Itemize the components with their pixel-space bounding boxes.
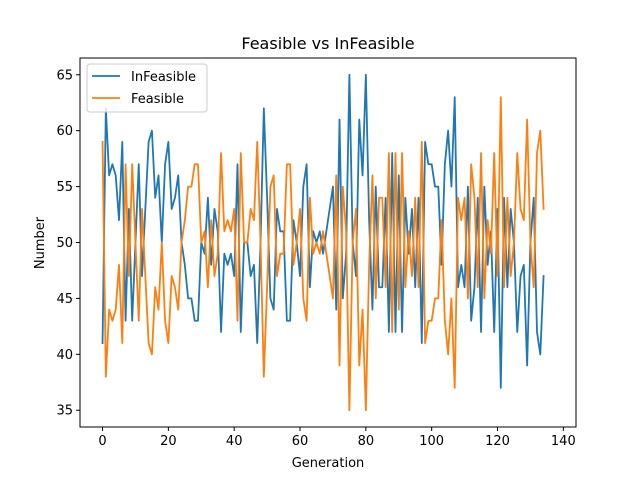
x-tick-label: 140 xyxy=(551,434,576,449)
y-tick-label: 55 xyxy=(56,180,73,195)
x-tick-label: 20 xyxy=(160,434,177,449)
chart-title: Feasible vs InFeasible xyxy=(241,34,414,53)
legend-label-infeasible: InFeasible xyxy=(131,70,196,85)
y-tick-label: 60 xyxy=(56,124,73,139)
series-line-infeasible xyxy=(101,73,545,389)
x-tick-label: 80 xyxy=(358,434,375,449)
x-tick-label: 0 xyxy=(98,434,106,449)
y-tick-label: 65 xyxy=(56,68,73,83)
y-axis-label: Number xyxy=(33,216,48,269)
y-tick-label: 45 xyxy=(56,292,73,307)
x-tick-label: 120 xyxy=(485,434,510,449)
axes-layer: 0 20 40 60 80 100 120 140 35 40 45 50 55 60 65 xyxy=(56,57,577,449)
y-tick-label: 40 xyxy=(56,348,73,363)
x-tick-label: 100 xyxy=(419,434,444,449)
series-line-feasible xyxy=(101,96,545,412)
x-axis-label: Generation xyxy=(292,456,365,471)
series-layer xyxy=(101,73,545,412)
x-tick-label: 60 xyxy=(292,434,309,449)
x-tick-label: 40 xyxy=(226,434,243,449)
y-tick-label: 35 xyxy=(56,404,73,419)
legend-label-feasible: Feasible xyxy=(131,92,184,107)
legend: InFeasible Feasible xyxy=(86,63,208,113)
y-tick-label: 50 xyxy=(56,236,73,251)
